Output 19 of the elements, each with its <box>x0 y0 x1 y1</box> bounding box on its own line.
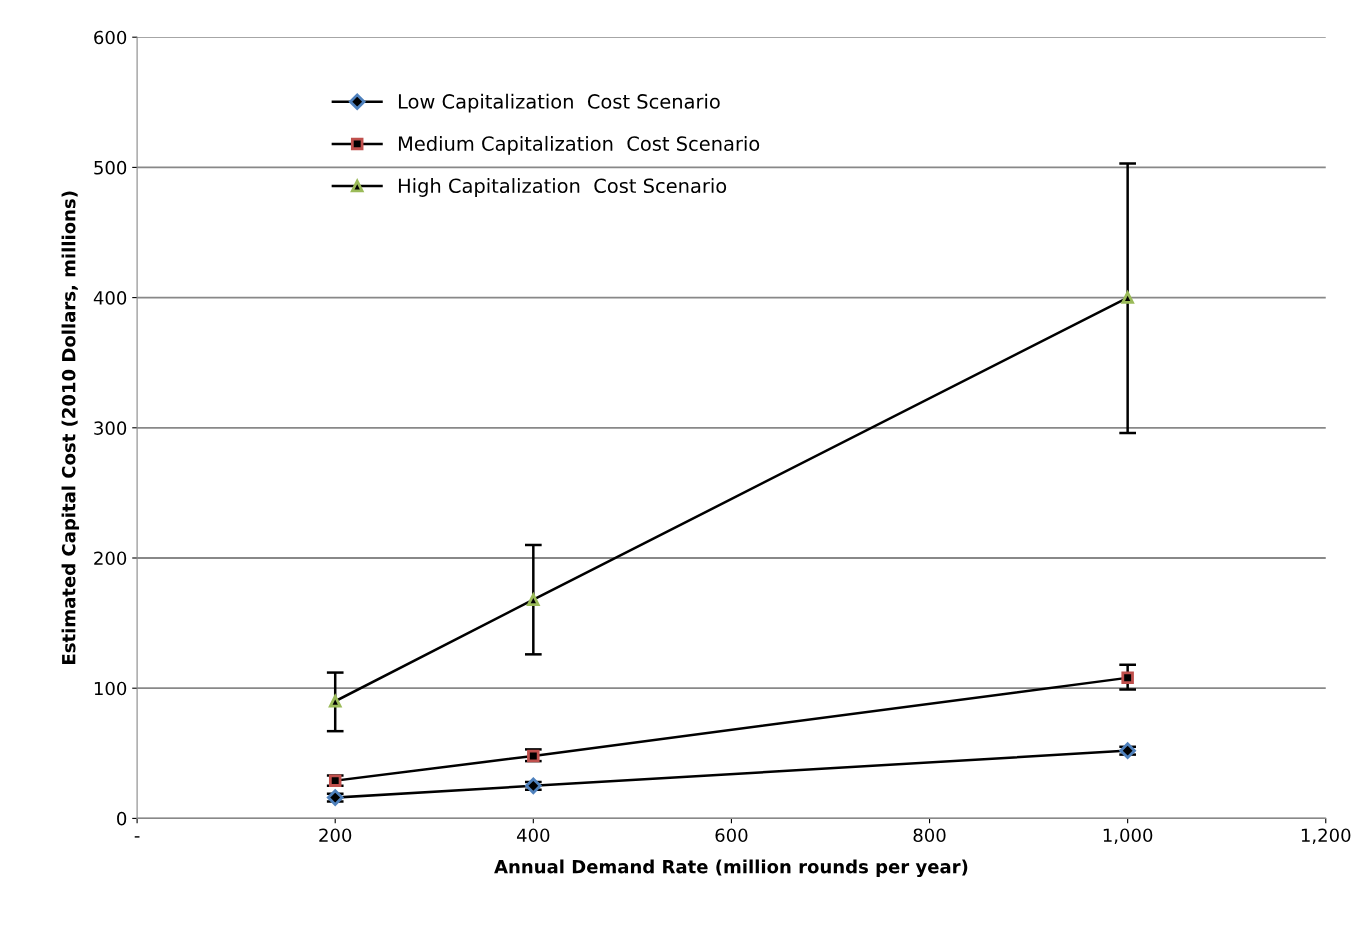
legend-label: Low Capitalization Cost Scenario <box>398 93 720 113</box>
x-tick-label: 1,200 <box>1301 828 1351 844</box>
x-tick-label: 200 <box>319 828 352 843</box>
x-tick-label: 400 <box>516 828 550 843</box>
x-tick-label: 800 <box>913 828 946 843</box>
y-axis-title: Estimated Capital Cost (2010 Dollars, millions) <box>61 191 80 664</box>
y-tick-label: 0 <box>117 811 127 826</box>
y-tick-label: 200 <box>94 551 127 566</box>
y-tick-label: 400 <box>93 291 127 305</box>
y-tick-label: 100 <box>94 681 127 696</box>
y-tick-label: 300 <box>94 421 127 435</box>
x-tick-label: 1,000 <box>1103 828 1153 844</box>
x-tick-label: - <box>134 836 140 838</box>
x-axis-title: Annual Demand Rate (million rounds per year) <box>494 859 968 878</box>
legend-label: High Capitalization Cost Scenario <box>398 178 727 197</box>
x-tick-label: 600 <box>715 828 748 843</box>
y-tick-label: 600 <box>94 30 127 45</box>
y-tick-label: 500 <box>94 160 127 175</box>
legend-label: Medium Capitalization Cost Scenario <box>398 135 760 155</box>
